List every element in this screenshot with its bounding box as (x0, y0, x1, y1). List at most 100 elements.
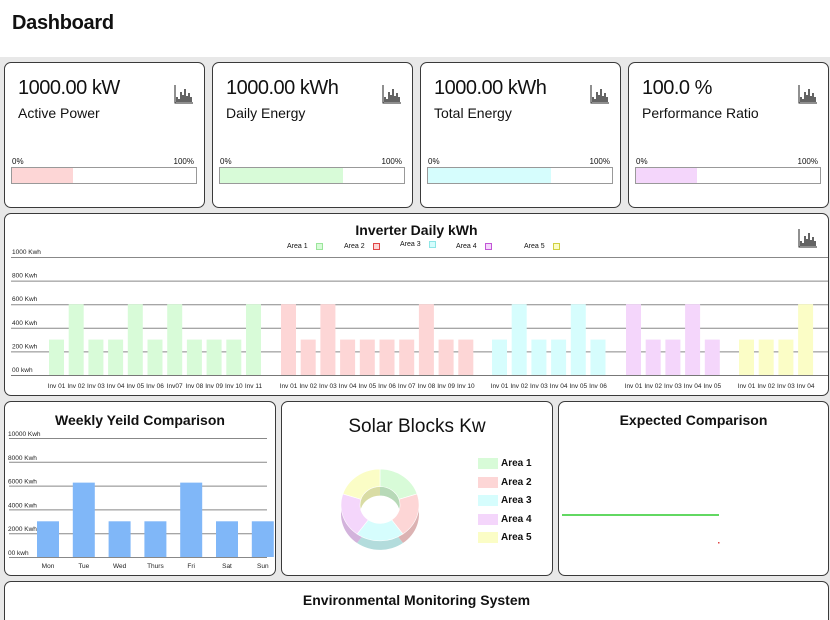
inverter-bar (300, 339, 316, 375)
inverter-bar (108, 339, 124, 375)
kpi-card: 1000.00 kWh Daily Energy 0% 100% (212, 62, 413, 208)
x-tick-label: Inv 05 (703, 383, 721, 390)
weekly-bar (144, 521, 167, 557)
legend-swatch (484, 243, 492, 250)
inverter-bar (458, 339, 474, 375)
legend-item: Area 4 (478, 513, 532, 525)
x-tick-label: Inv 06 (378, 383, 396, 390)
inverter-bar (685, 304, 701, 375)
x-tick-label: Inv 03 (664, 383, 682, 390)
x-tick-label: Inv 02 (644, 383, 662, 390)
progress-bar (219, 167, 405, 184)
expected-comparison-panel: Expected Comparison (558, 401, 829, 576)
solar-blocks-donut (340, 468, 420, 550)
inverter-bar (590, 339, 606, 375)
legend-label: Area 2 (344, 243, 365, 250)
donut-slice (342, 468, 381, 500)
weekly-bar (216, 521, 238, 557)
legend-item: Area 1 (287, 243, 323, 250)
inverter-chart-title: Inverter Daily kWh (355, 222, 478, 238)
inverter-bar (665, 339, 681, 375)
progress-min-label: 0% (428, 157, 440, 166)
inverter-bar (511, 304, 527, 375)
y-tick-label: 1000 Kwh (12, 249, 41, 256)
x-tick-label: Inv 02 (510, 383, 528, 390)
bar-chart-icon[interactable] (590, 83, 610, 105)
expected-marker (718, 542, 720, 544)
inverter-bar (758, 339, 774, 375)
y-tick-label: 00 kwh (12, 367, 33, 374)
progress-bar (11, 167, 197, 184)
expected-comparison-title: Expected Comparison (619, 412, 768, 428)
x-tick-label: Inv 04 (339, 383, 357, 390)
bar-chart-icon[interactable] (798, 227, 818, 249)
legend-item: Area 4 (456, 243, 492, 250)
inverter-bar (246, 304, 261, 375)
legend-item: Area 1 (478, 458, 532, 469)
kpi-card: 1000.00 kW Active Power 0% 100% (4, 62, 205, 208)
inverter-bar (68, 304, 84, 375)
legend-item: Area 3 (478, 495, 532, 506)
weekly-bar (108, 521, 131, 557)
inverter-daily-panel: Inverter Daily kWh Area 1 Area 2 Area 3 Are… (4, 213, 829, 396)
kpi-value: 1000.00 kWh (226, 77, 339, 99)
x-tick-label: Tue (78, 563, 89, 570)
legend-label: Area 4 (501, 513, 532, 525)
y-tick-label: 600 Kwh (12, 296, 38, 303)
bar-chart-icon[interactable] (798, 83, 818, 105)
x-tick-label: Inv 04 (550, 383, 568, 390)
kpi-card: 1000.00 kWh Total Energy 0% 100% (420, 62, 621, 208)
inverter-bar (645, 339, 661, 375)
x-tick-label: Inv 10 (457, 383, 475, 390)
bar-chart-icon[interactable] (174, 83, 194, 105)
inverter-bar (359, 339, 375, 375)
inverter-bar (49, 339, 64, 375)
legend-label: Area 3 (400, 241, 421, 248)
x-tick-label: Inv 05 (126, 383, 144, 390)
legend-item: Area 5 (478, 532, 532, 543)
inverter-bar (226, 339, 242, 375)
y-tick-label: 10000 Kwh (8, 431, 41, 438)
x-tick-label: Inv07 (167, 383, 183, 390)
top-bar: Dashboard (0, 0, 830, 57)
x-tick-label: Inv 08 (418, 383, 436, 390)
progress-min-label: 0% (12, 157, 24, 166)
x-tick-label: Inv 07 (398, 383, 416, 390)
inverter-bar (626, 304, 641, 375)
inverter-bar (551, 339, 567, 375)
x-tick-label: Inv 06 (146, 383, 164, 390)
inverter-bar (147, 339, 163, 375)
inverter-bar (186, 339, 202, 375)
weekly-yield-title: Weekly Yeild Comparison (55, 412, 225, 428)
expected-comparison-chart (562, 514, 720, 544)
inverter-bar (379, 339, 395, 375)
y-tick-label: 400 Kwh (12, 320, 38, 327)
inverter-bar (778, 339, 794, 375)
y-tick-label: 4000 Kwh (8, 502, 37, 509)
legend-label: Area 3 (501, 495, 532, 506)
x-tick-label: Inv 09 (205, 383, 223, 390)
kpi-label: Total Energy (434, 105, 512, 121)
x-tick-label: Inv 05 (569, 383, 587, 390)
legend-item: Area 2 (344, 243, 380, 250)
inverter-bar (340, 339, 356, 375)
weekly-bar (251, 521, 274, 557)
inverter-bar (704, 339, 720, 375)
x-tick-label: Inv 01 (491, 383, 509, 390)
legend-item: Area 3 (400, 241, 436, 248)
progress-max-label: 100% (589, 157, 610, 166)
inverter-bar (206, 339, 222, 375)
inverter-bar (531, 339, 547, 375)
x-tick-label: Inv 05 (358, 383, 376, 390)
x-tick-label: Wed (113, 563, 127, 570)
x-tick-label: Inv 03 (530, 383, 548, 390)
legend-swatch (315, 243, 323, 250)
inverter-bar (492, 339, 507, 375)
x-tick-label: Inv 11 (245, 383, 263, 390)
bar-chart-icon[interactable] (382, 83, 402, 105)
progress-fill (220, 168, 344, 183)
y-tick-label: 200 Kwh (12, 343, 38, 350)
progress-min-label: 0% (220, 157, 232, 166)
x-tick-label: Inv 01 (280, 383, 298, 390)
x-tick-label: Inv 02 (757, 383, 775, 390)
